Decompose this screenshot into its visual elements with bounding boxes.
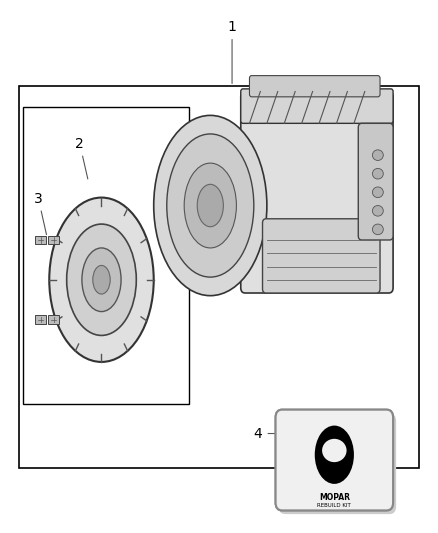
Point [125, 205, 130, 212]
Ellipse shape [67, 224, 136, 335]
Point [144, 318, 149, 324]
Point [264, 277, 269, 283]
Point [99, 359, 104, 365]
Line: 2 pts: 2 pts [124, 208, 127, 215]
Point [310, 88, 315, 95]
Line: 2 pts: 2 pts [284, 92, 295, 123]
Point [327, 88, 332, 95]
Point [144, 236, 149, 242]
Ellipse shape [372, 187, 383, 198]
Ellipse shape [184, 163, 237, 248]
Point [59, 314, 64, 320]
Line: 2 pts: 2 pts [354, 92, 365, 123]
Point [122, 341, 127, 347]
Line: 2 pts: 2 pts [75, 344, 79, 351]
Ellipse shape [154, 115, 267, 296]
Text: M: M [328, 446, 340, 458]
Ellipse shape [372, 224, 383, 235]
Line: 2 pts: 2 pts [250, 92, 260, 123]
Line: 2 pts: 2 pts [141, 239, 147, 243]
FancyBboxPatch shape [250, 76, 380, 97]
Line: 2 pts: 2 pts [56, 317, 62, 321]
Bar [23, 108, 188, 405]
Bar [19, 86, 419, 468]
Point [53, 236, 59, 242]
Point [145, 277, 150, 283]
Point [275, 88, 280, 95]
Point [53, 318, 59, 324]
FancyBboxPatch shape [279, 414, 396, 514]
Line: 2 pts: 2 pts [336, 92, 347, 123]
FancyBboxPatch shape [276, 410, 393, 511]
Point [99, 351, 104, 357]
Point [151, 277, 156, 283]
Point [373, 277, 378, 283]
Ellipse shape [372, 206, 383, 216]
Point [317, 120, 322, 126]
Point [282, 120, 287, 126]
Line: 2 pts: 2 pts [75, 208, 79, 215]
Ellipse shape [82, 248, 121, 312]
Ellipse shape [315, 425, 354, 484]
FancyBboxPatch shape [241, 92, 393, 293]
Point [334, 120, 339, 126]
Point [264, 250, 269, 256]
Text: 1: 1 [228, 20, 237, 84]
Text: 3: 3 [34, 191, 46, 235]
FancyBboxPatch shape [262, 219, 380, 293]
Ellipse shape [372, 168, 383, 179]
Point [299, 120, 304, 126]
Point [373, 250, 378, 256]
Ellipse shape [322, 439, 346, 462]
Text: 2: 2 [75, 136, 88, 179]
Point [264, 120, 269, 126]
Point [59, 239, 64, 246]
Point [264, 237, 269, 243]
Point [73, 348, 78, 354]
FancyBboxPatch shape [358, 123, 393, 240]
Ellipse shape [93, 265, 110, 294]
Line: 2 pts: 2 pts [319, 92, 330, 123]
Point [99, 203, 104, 209]
Point [258, 88, 263, 95]
Point [73, 205, 78, 212]
Point [122, 212, 127, 219]
Point [351, 120, 357, 126]
Point [138, 314, 144, 320]
Text: MOPAR: MOPAR [319, 492, 350, 502]
Point [247, 120, 252, 126]
Text: 4: 4 [254, 426, 284, 440]
Line: 2 pts: 2 pts [267, 92, 278, 123]
Line: 2 pts: 2 pts [141, 317, 147, 321]
Point [76, 341, 81, 347]
Point [362, 88, 367, 95]
Line: 2 pts: 2 pts [56, 239, 62, 243]
Ellipse shape [49, 198, 154, 362]
FancyBboxPatch shape [188, 171, 250, 235]
FancyBboxPatch shape [241, 89, 393, 123]
Line: 2 pts: 2 pts [124, 344, 127, 351]
Bar [35, 316, 46, 324]
Text: REBUILD KIT: REBUILD KIT [318, 503, 351, 507]
Point [373, 263, 378, 270]
Bar [48, 236, 59, 244]
Point [46, 277, 52, 283]
Point [53, 277, 58, 283]
Point [373, 237, 378, 243]
Point [264, 263, 269, 270]
Ellipse shape [167, 134, 254, 277]
Ellipse shape [372, 150, 383, 160]
Point [345, 88, 350, 95]
Point [99, 195, 104, 201]
Bar [48, 316, 59, 324]
Point [125, 348, 130, 354]
Ellipse shape [197, 184, 223, 227]
Point [138, 239, 144, 246]
Point [76, 212, 81, 219]
FancyBboxPatch shape [276, 410, 393, 511]
Bar [35, 236, 46, 244]
Point [293, 88, 298, 95]
Line: 2 pts: 2 pts [302, 92, 313, 123]
